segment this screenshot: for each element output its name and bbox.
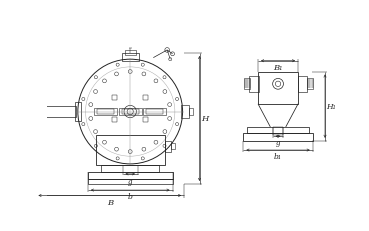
Bar — [125, 51, 135, 55]
Bar — [146, 110, 163, 114]
Text: g: g — [128, 177, 132, 185]
Text: H: H — [201, 115, 208, 123]
Bar — [143, 117, 148, 122]
Bar — [247, 127, 309, 134]
Bar — [30, 108, 37, 116]
Bar — [181, 106, 189, 118]
Text: B: B — [107, 198, 113, 206]
Bar — [122, 110, 139, 114]
Bar — [101, 166, 159, 172]
Text: g: g — [276, 139, 280, 147]
Bar — [43, 107, 76, 117]
Bar — [75, 103, 81, 121]
Bar — [96, 135, 165, 166]
Bar — [307, 79, 314, 90]
Bar — [143, 108, 166, 116]
Bar — [113, 96, 117, 100]
Text: b₁: b₁ — [274, 153, 282, 161]
Bar — [273, 127, 283, 135]
Bar — [189, 108, 193, 116]
Bar — [244, 134, 313, 141]
Bar — [165, 141, 171, 152]
Text: b: b — [128, 193, 132, 201]
Bar — [37, 107, 42, 117]
Bar — [113, 117, 117, 122]
Bar — [249, 77, 259, 92]
Bar — [298, 77, 307, 92]
Text: H₁: H₁ — [327, 103, 336, 111]
Bar — [88, 172, 173, 179]
Bar — [122, 54, 139, 61]
Bar — [244, 79, 250, 90]
Text: B₁: B₁ — [273, 64, 283, 72]
Bar — [35, 105, 45, 119]
Bar — [143, 96, 148, 100]
Bar — [171, 143, 175, 150]
Bar — [97, 110, 114, 114]
Bar — [94, 108, 117, 116]
Bar — [258, 72, 298, 104]
Bar — [119, 108, 142, 116]
Bar — [88, 179, 173, 184]
